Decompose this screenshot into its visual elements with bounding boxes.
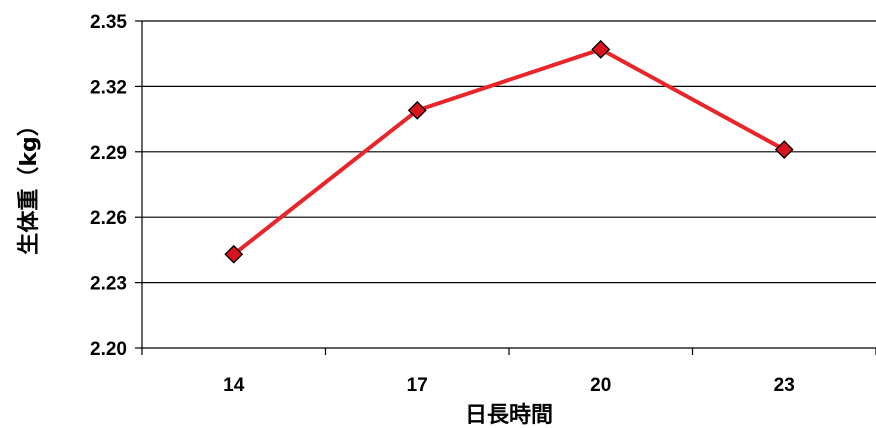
series-group	[224, 39, 794, 264]
x-tick-label: 17	[407, 375, 428, 396]
gridlines	[142, 20, 876, 284]
x-axis-ticks: 14 17 20 23	[141, 348, 876, 396]
y-tick-label: 2.23	[90, 274, 127, 295]
y-tick-label: 2.20	[90, 339, 127, 360]
data-point-marker	[224, 244, 244, 264]
x-tick-label: 20	[590, 375, 611, 396]
y-axis-title: 生体重（kg）	[17, 114, 42, 254]
data-point-marker	[774, 140, 794, 160]
x-axis-title: 日長時間	[465, 403, 553, 428]
y-tick-label: 2.26	[90, 208, 127, 229]
y-axis-ticks: 2.20 2.23 2.26 2.29 2.32 2.35	[90, 12, 142, 360]
data-point-marker	[591, 39, 611, 59]
x-tick-label: 14	[223, 375, 245, 396]
x-tick-label: 23	[774, 375, 795, 396]
y-tick-label: 2.35	[90, 12, 127, 33]
series-line	[232, 47, 786, 256]
data-point-marker	[407, 100, 427, 120]
y-tick-label: 2.32	[90, 77, 127, 98]
y-tick-label: 2.29	[90, 143, 127, 164]
